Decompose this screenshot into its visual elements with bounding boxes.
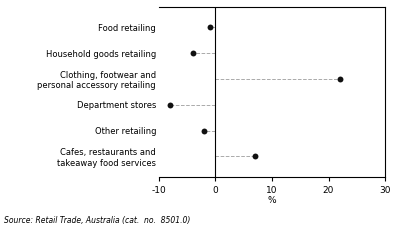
Point xyxy=(337,77,343,81)
Point xyxy=(167,103,173,107)
X-axis label: %: % xyxy=(268,197,276,205)
Text: Source: Retail Trade, Australia (cat.  no.  8501.0): Source: Retail Trade, Australia (cat. no… xyxy=(4,216,190,225)
Point xyxy=(206,26,213,29)
Point xyxy=(190,52,196,55)
Point xyxy=(201,129,207,132)
Point xyxy=(252,155,258,158)
